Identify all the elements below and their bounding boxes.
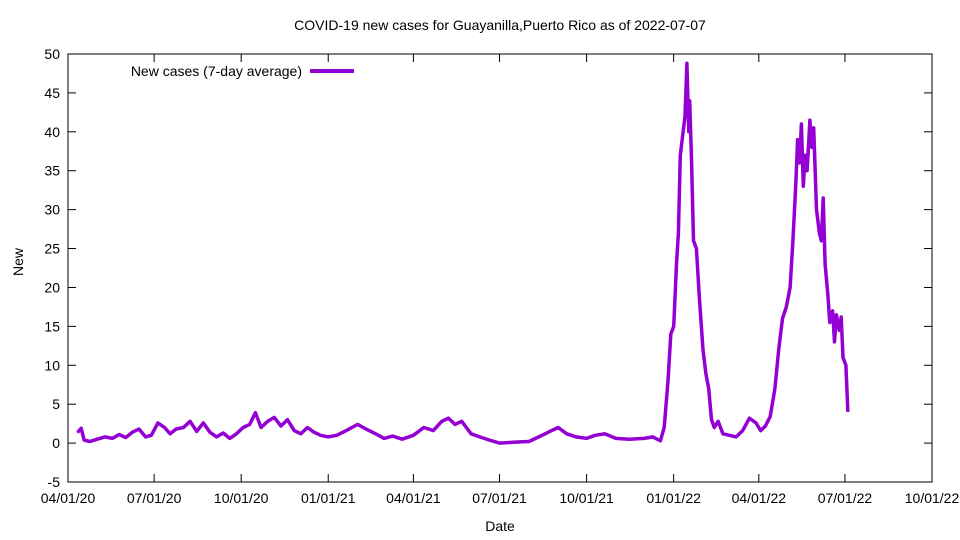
y-tick-label: 30: [44, 202, 60, 218]
y-tick-label: 25: [44, 241, 60, 257]
y-tick-label: -5: [48, 474, 61, 490]
x-tick-label: 10/01/21: [559, 490, 614, 506]
x-axis-ticks: 04/01/20 07/01/20 10/01/20 01/01/21 04/01/21…: [41, 54, 960, 506]
y-tick-label: 50: [44, 46, 60, 62]
x-tick-label: 01/01/21: [301, 490, 356, 506]
x-tick-label: 10/01/22: [905, 490, 960, 506]
plot-frame: [67, 53, 933, 483]
x-tick-label: 04/01/20: [41, 490, 96, 506]
plot-border: [67, 53, 933, 483]
chart-title: COVID-19 new cases for Guayanilla,Puerto…: [294, 17, 706, 33]
series-line-0: [76, 61, 850, 445]
y-tick-label: 10: [44, 357, 60, 373]
y-tick-label: 40: [44, 124, 60, 140]
x-tick-label: 01/01/22: [646, 490, 701, 506]
y-tick-label: 45: [44, 85, 60, 101]
legend: New cases (7-day average): [131, 63, 354, 79]
x-tick-label: 07/01/22: [818, 490, 873, 506]
legend-label: New cases (7-day average): [131, 63, 302, 79]
y-tick-label: 35: [44, 163, 60, 179]
y-axis-ticks: -5 0 5 10 15 20 25 30 35 40 45 50: [44, 46, 932, 490]
y-tick-label: 0: [52, 435, 60, 451]
y-tick-label: 15: [44, 318, 60, 334]
x-tick-label: 07/01/21: [472, 490, 527, 506]
x-axis-label: Date: [485, 518, 515, 534]
x-tick-label: 04/01/21: [386, 490, 441, 506]
x-tick-label: 07/01/20: [127, 490, 182, 506]
x-tick-label: 04/01/22: [732, 490, 787, 506]
x-tick-label: 10/01/20: [214, 490, 269, 506]
series-layer: [76, 61, 850, 445]
y-tick-label: 20: [44, 279, 60, 295]
y-tick-label: 5: [52, 396, 60, 412]
